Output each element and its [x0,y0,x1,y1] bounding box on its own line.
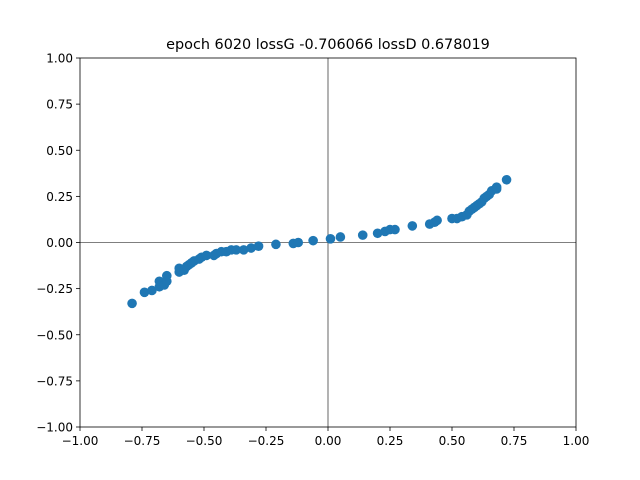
x-tick-label: −0.75 [124,434,161,448]
chart-title: epoch 6020 lossG -0.706066 lossD 0.67801… [166,37,490,53]
data-point [491,182,502,192]
data-point [201,250,212,261]
y-tick-label: −1.00 [36,421,73,435]
data-point [147,285,157,296]
data-point [308,235,318,246]
data-point [139,287,150,298]
data-point [372,228,383,239]
data-point [293,237,304,248]
x-tick-label: −0.50 [186,434,223,448]
data-point [325,234,336,244]
x-axis: −1.00 −0.75 −0.50 −0.25 0.00 0.25 0.50 0.75 1.00 [62,427,590,448]
data-point [253,241,264,251]
y-tick-label: 0.00 [46,236,73,250]
y-tick-label: −0.25 [36,282,73,296]
y-axis: −1.00 −0.75 −0.50 −0.25 0.00 0.25 0.50 0.75 1.00 [36,52,80,435]
x-tick-label: 0.00 [315,434,342,448]
data-points [127,174,512,309]
x-tick-label: −1.00 [62,434,99,448]
data-point [335,232,346,242]
data-point [501,174,512,185]
data-point [127,298,137,309]
x-tick-label: −0.25 [248,434,285,448]
data-point [246,243,256,253]
y-tick-label: −0.75 [36,374,73,388]
data-point [432,215,442,226]
data-point [238,245,249,255]
y-tick-label: 0.50 [46,144,73,158]
y-tick-label: 0.25 [46,190,73,204]
data-point [407,221,418,231]
x-tick-label: 0.50 [439,434,466,448]
data-point [390,224,400,235]
y-tick-label: −0.50 [36,328,73,342]
x-tick-label: 1.00 [563,434,590,448]
x-tick-label: 0.25 [377,434,404,448]
x-tick-label: 0.75 [501,434,528,448]
data-point [357,230,368,240]
data-point [162,270,172,281]
y-tick-label: 0.75 [46,98,73,112]
data-point [231,245,242,255]
data-point [271,239,281,250]
y-tick-label: 1.00 [46,52,73,66]
